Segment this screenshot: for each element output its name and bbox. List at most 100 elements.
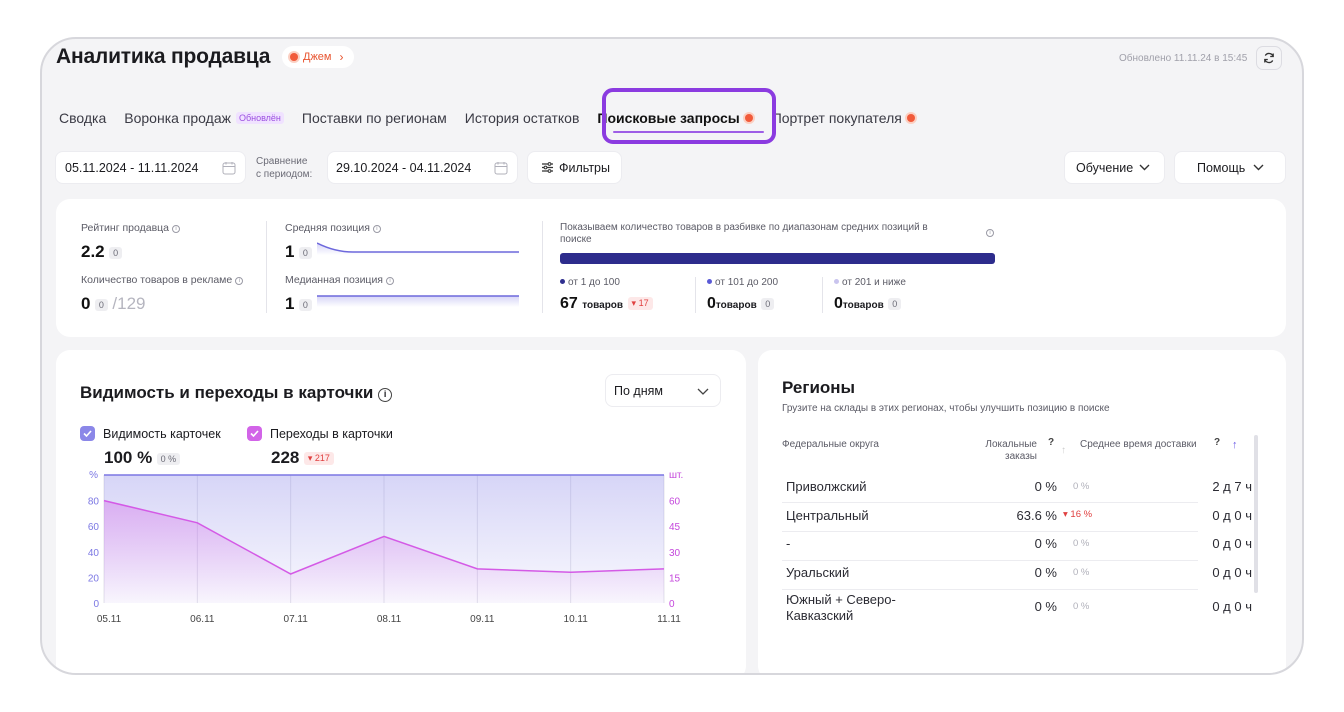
distribution-label: Показываем количество товаров в разбивке… (560, 222, 928, 245)
visibility-card: Видимость и переходы в карточки i По дня… (56, 350, 746, 673)
y-left-tick: 20 (88, 573, 100, 584)
legend-clicks[interactable]: Переходы в карточки (247, 426, 393, 441)
jam-label: Джем (303, 51, 332, 63)
x-tick: 11.11 (657, 614, 681, 625)
median-position-label: Медианная позиция i (285, 274, 394, 286)
x-tick: 07.11 (284, 614, 309, 625)
row-divider (782, 531, 1198, 532)
info-icon: i (372, 225, 381, 233)
tab-summary[interactable]: Сводка (59, 110, 107, 126)
compare-label: Сравнение с периодом: (256, 156, 313, 180)
avg-position-sparkline (317, 242, 519, 255)
period-select[interactable]: По дням (605, 374, 721, 407)
filter-icon (542, 162, 553, 173)
refresh-icon (1264, 52, 1274, 64)
row-divider (782, 502, 1198, 503)
x-tick: 05.11 (97, 614, 122, 625)
median-position-sparkline (317, 295, 519, 307)
help-dropdown[interactable]: Помощь (1174, 151, 1286, 184)
ads-count-label: Количество товаров в рекламе i (81, 274, 244, 286)
refresh-button[interactable] (1256, 46, 1282, 70)
tab-stock-history[interactable]: История остатков (464, 110, 580, 126)
sort-arrow-up-icon[interactable]: ↑ (1232, 439, 1238, 451)
divider (695, 277, 696, 313)
visibility-chart: % 0 20 40 60 80 шт. 0 15 30 45 60 05.11 06.11 07.11 08.… (88, 470, 683, 625)
arrow-down-icon: ▾ (307, 453, 313, 464)
learning-dropdown[interactable]: Обучение (1064, 151, 1165, 184)
date-range-value: 05.11.2024 - 11.11.2024 (65, 160, 199, 175)
clicks-area (104, 500, 664, 603)
jam-dot-icon (290, 53, 298, 61)
col-district[interactable]: Федеральные округа (782, 439, 879, 450)
col-delivery[interactable]: Среднее время доставки (1080, 439, 1197, 450)
help-icon[interactable]: ? (1048, 437, 1055, 448)
help-icon[interactable]: ? (1214, 437, 1221, 448)
tab-buyer-portrait[interactable]: Портрет покупателя (772, 110, 915, 126)
ads-count-delta: 0 (94, 298, 108, 311)
calendar-icon (494, 162, 508, 175)
avg-position: 1 0 (285, 242, 312, 262)
x-tick: 06.11 (190, 614, 215, 625)
info-icon: i (378, 388, 393, 402)
period-select-value: По дням (614, 383, 663, 398)
tab-regional-supplies[interactable]: Поставки по регионам (301, 110, 447, 126)
updated-badge: Обновлён (235, 112, 284, 124)
updated-timestamp: Обновлено 11.11.24 в 15:45 (1119, 53, 1248, 64)
info-icon: i (172, 225, 180, 233)
chevron-down-icon (1139, 164, 1150, 171)
divider (822, 277, 823, 313)
tab-bar: Сводка Воронка продаж Обновлён Поставки п… (59, 107, 933, 129)
x-tick: 10.11 (564, 614, 589, 625)
checkbox-checked-icon (247, 426, 262, 441)
help-label: Помощь (1197, 160, 1246, 175)
jam-badge[interactable]: Джем › (282, 46, 354, 68)
filters-button[interactable]: Фильтры (527, 151, 622, 184)
y-left-tick: 60 (88, 522, 100, 533)
ads-total: /129 (112, 294, 146, 313)
y-right-tick: 15 (669, 573, 681, 584)
tab-search-queries[interactable]: Поисковые запросы (597, 110, 753, 126)
distribution-bar (560, 253, 995, 264)
range-2-value: 0товаров 0 (707, 295, 775, 313)
sort-arrow-up-icon[interactable]: ↑ (1061, 445, 1066, 456)
app-window: Аналитика продавца Джем › Обновлено 11.1… (40, 37, 1304, 675)
clicks-line (103, 499, 665, 575)
clicks-value: 228 ▾ 217 (271, 448, 334, 468)
y-right-tick: 45 (669, 522, 681, 533)
chevron-down-icon (1253, 164, 1264, 171)
notification-dot-icon (906, 114, 915, 122)
scrollbar[interactable] (1254, 435, 1258, 593)
date-range-picker[interactable]: 05.11.2024 - 11.11.2024 (55, 151, 246, 184)
page-title: Аналитика продавца (56, 45, 271, 68)
visibility-value: 100 % 0 % (104, 448, 181, 468)
compare-range-value: 29.10.2024 - 04.11.2024 (336, 160, 472, 175)
y-left-tick: 40 (88, 548, 100, 559)
regions-subtitle: Грузите на склады в этих регионах, чтобы… (782, 403, 1110, 414)
learning-label: Обучение (1076, 160, 1134, 175)
row-divider (782, 560, 1198, 561)
info-icon: i (386, 277, 394, 285)
y-right-tick: 0 (669, 599, 675, 610)
info-icon: i (986, 222, 994, 240)
range-1-delta: ▾ 17 (627, 297, 653, 311)
visibility-title: Видимость и переходы в карточки i (80, 383, 393, 403)
regions-title: Регионы (782, 378, 856, 397)
ads-count: 0 0 /129 (81, 294, 146, 313)
range-3-value: 0товаров 0 (834, 295, 902, 313)
notification-dot-icon (744, 114, 753, 122)
checkbox-checked-icon (80, 426, 95, 441)
seller-rating: 2.2 0 (81, 242, 123, 262)
legend-visibility[interactable]: Видимость карточек (80, 426, 221, 441)
divider (266, 221, 267, 313)
filters-label: Фильтры (559, 160, 610, 175)
arrow-down-icon: ▾ (631, 298, 637, 309)
tab-sales-funnel[interactable]: Воронка продаж Обновлён (124, 110, 284, 126)
arrow-down-icon: ▾ (1063, 509, 1068, 520)
col-local-orders[interactable]: Локальные заказы (985, 439, 1037, 462)
seller-rating-delta: 0 (109, 246, 123, 259)
median-position-delta: 0 (298, 298, 312, 311)
x-tick: 08.11 (377, 614, 402, 625)
chevron-right-icon: › (339, 50, 344, 64)
compare-range-picker[interactable]: 29.10.2024 - 04.11.2024 (327, 151, 518, 184)
info-icon: i (235, 277, 244, 285)
